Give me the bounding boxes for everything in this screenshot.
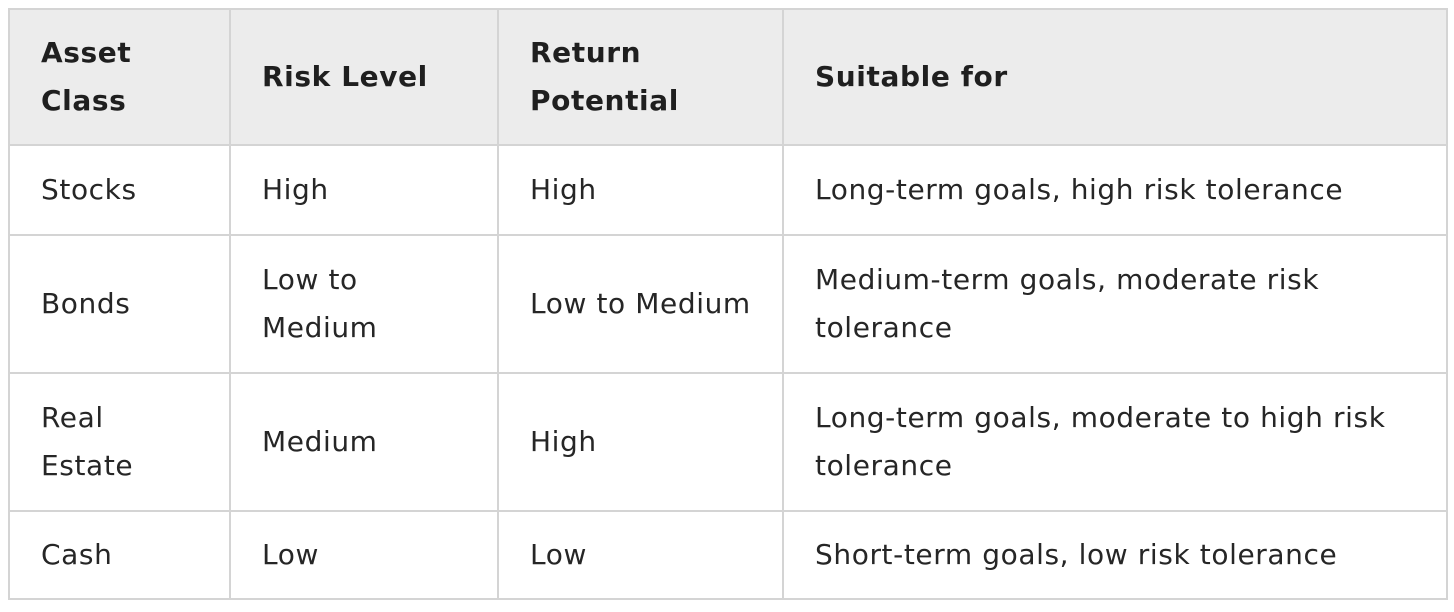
asset-class-table-container: Asset Class Risk Level Return Potential … xyxy=(8,8,1448,600)
cell-risk-level: Low to Medium xyxy=(229,234,499,374)
cell-asset-class: Stocks xyxy=(8,144,231,236)
table-header-row: Asset Class Risk Level Return Potential … xyxy=(8,8,1448,146)
header-risk-level: Risk Level xyxy=(229,8,499,146)
table-row: Cash Low Low Short-term goals, low risk … xyxy=(8,510,1448,600)
cell-return-potential: High xyxy=(497,144,784,236)
cell-risk-level: Low xyxy=(229,510,499,600)
cell-return-potential: High xyxy=(497,372,784,512)
header-suitable-for: Suitable for xyxy=(782,8,1448,146)
cell-asset-class: Real Estate xyxy=(8,372,231,512)
cell-suitable-for: Long-term goals, moderate to high risk t… xyxy=(782,372,1448,512)
cell-asset-class: Bonds xyxy=(8,234,231,374)
cell-suitable-for: Long-term goals, high risk tolerance xyxy=(782,144,1448,236)
cell-suitable-for: Medium-term goals, moderate risk toleran… xyxy=(782,234,1448,374)
cell-return-potential: Low to Medium xyxy=(497,234,784,374)
table-row: Stocks High High Long-term goals, high r… xyxy=(8,144,1448,236)
table-row: Real Estate Medium High Long-term goals,… xyxy=(8,372,1448,512)
cell-risk-level: High xyxy=(229,144,499,236)
header-asset-class: Asset Class xyxy=(8,8,231,146)
cell-asset-class: Cash xyxy=(8,510,231,600)
asset-class-table: Asset Class Risk Level Return Potential … xyxy=(8,8,1448,600)
cell-risk-level: Medium xyxy=(229,372,499,512)
table-row: Bonds Low to Medium Low to Medium Medium… xyxy=(8,234,1448,374)
header-return-potential: Return Potential xyxy=(497,8,784,146)
cell-suitable-for: Short-term goals, low risk tolerance xyxy=(782,510,1448,600)
cell-return-potential: Low xyxy=(497,510,784,600)
